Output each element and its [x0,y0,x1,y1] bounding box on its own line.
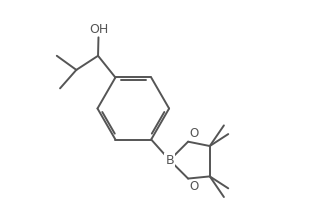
Text: O: O [190,127,199,140]
Text: O: O [190,180,199,193]
Text: B: B [165,154,174,167]
Text: OH: OH [89,23,108,36]
